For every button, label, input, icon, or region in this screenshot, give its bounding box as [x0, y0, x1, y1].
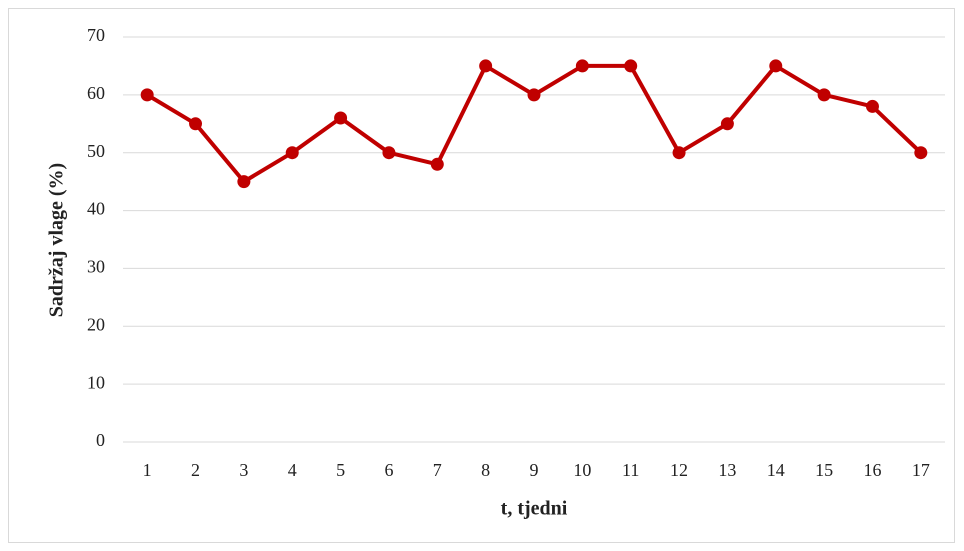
x-tick-label: 13 — [718, 460, 736, 480]
point — [430, 157, 444, 171]
x-tick-label: 9 — [530, 460, 539, 480]
point — [285, 146, 299, 160]
y-tick-label: 20 — [87, 314, 105, 334]
point — [334, 111, 348, 125]
x-tick-label: 2 — [191, 460, 200, 480]
x-tick-label: 5 — [336, 460, 345, 480]
x-tick-label: 6 — [384, 460, 393, 480]
y-tick-label: 70 — [87, 25, 105, 45]
x-tick-label: 3 — [239, 460, 248, 480]
point — [382, 146, 396, 160]
point — [672, 146, 686, 160]
point — [527, 88, 541, 102]
point — [140, 88, 154, 102]
chart-border — [8, 8, 955, 543]
y-tick-label: 60 — [87, 83, 105, 103]
x-tick-label: 10 — [573, 460, 591, 480]
point — [817, 88, 831, 102]
x-tick-label: 8 — [481, 460, 490, 480]
x-tick-label: 14 — [767, 460, 785, 480]
x-tick-label: 1 — [143, 460, 152, 480]
y-tick-label: 30 — [87, 257, 105, 277]
point — [720, 117, 734, 131]
point — [865, 99, 879, 113]
y-tick-label: 0 — [96, 430, 105, 450]
x-tick-label: 12 — [670, 460, 688, 480]
x-tick-label: 11 — [622, 460, 639, 480]
x-tick-label: 4 — [288, 460, 297, 480]
point — [479, 59, 493, 73]
y-tick-label: 50 — [87, 141, 105, 161]
point — [769, 59, 783, 73]
point — [914, 146, 928, 160]
point — [237, 175, 251, 189]
y-tick-label: 10 — [87, 372, 105, 392]
y-tick-label: 40 — [87, 199, 105, 219]
point — [575, 59, 589, 73]
line-series — [146, 63, 923, 184]
x-tick-label: 17 — [912, 460, 930, 480]
x-tick-label: 16 — [863, 460, 881, 480]
point — [189, 117, 203, 131]
y-axis-title: Sadržaj vlage (%) — [46, 163, 68, 317]
point — [624, 59, 638, 73]
x-tick-label: 7 — [433, 460, 442, 480]
x-tick-label: 15 — [815, 460, 833, 480]
x-axis-title: t, tjedni — [501, 498, 568, 520]
